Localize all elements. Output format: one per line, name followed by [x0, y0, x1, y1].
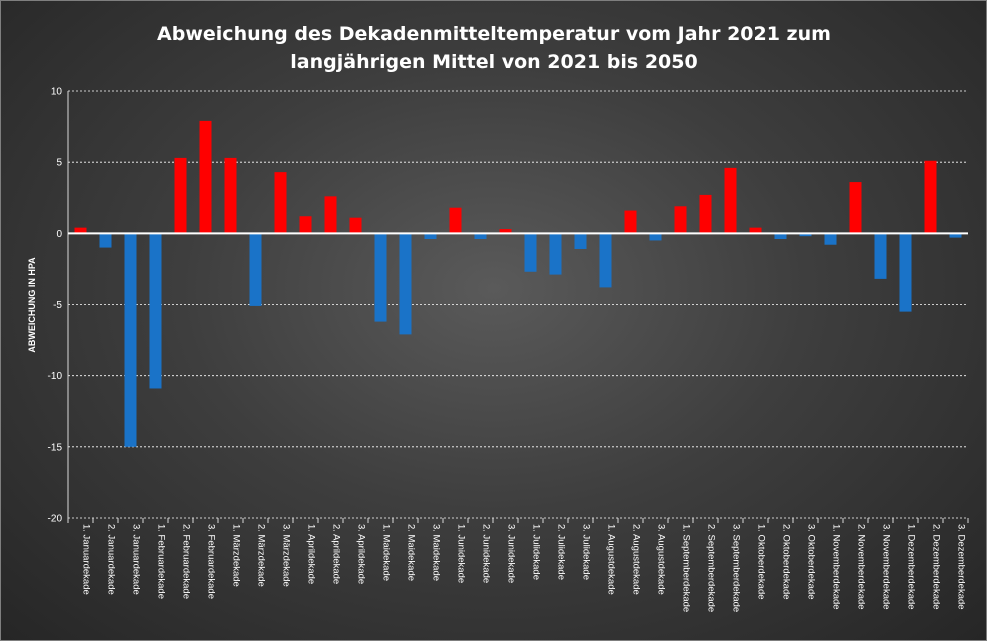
- bar-25: [674, 206, 687, 234]
- x-tick-label: 1. Märzdekade: [231, 524, 242, 587]
- x-tick-label: 1. Septemberdekade: [681, 524, 692, 612]
- x-tick-label: 1. Julidekade: [531, 524, 542, 580]
- y-tick-label: 10: [51, 87, 63, 98]
- x-tick-label: 3. Maidekade: [431, 524, 442, 581]
- bar-9: [274, 172, 287, 234]
- bar-10: [299, 216, 312, 234]
- bar-26: [699, 194, 712, 234]
- x-tick-label: 3. Aprildekade: [356, 524, 367, 584]
- x-tick-label: 2. Dezemberdekade: [931, 524, 942, 610]
- x-tick-label: 1. Maidekade: [381, 524, 392, 581]
- x-tick-label: 2. Aprildekade: [331, 524, 342, 584]
- y-tick-labels: 10 5 0 -5 -10 -15 -20: [48, 87, 63, 525]
- y-tick-label: -10: [48, 371, 63, 382]
- bar-11: [324, 196, 337, 234]
- x-tick-label: 2. Oktoberdekade: [781, 524, 792, 600]
- bar-2: [99, 233, 112, 248]
- bar-17: [474, 233, 487, 240]
- y-tick-label: -20: [48, 514, 63, 525]
- bar-30: [799, 233, 812, 237]
- x-tick-label: 2. Julidekade: [556, 524, 567, 580]
- x-tick-label: 2. Novemberdekade: [856, 524, 867, 610]
- x-tick-label: 1. Dezemberdekade: [906, 524, 917, 610]
- bar-13: [374, 233, 387, 322]
- bar-6: [199, 120, 212, 234]
- x-tick-label: 1. Januardekade: [81, 524, 92, 595]
- x-tick-label: 2. Augustdekade: [631, 524, 642, 595]
- y-tick-label: 0: [56, 229, 62, 240]
- y-tick-label: -5: [53, 300, 62, 311]
- bar-12: [349, 217, 362, 234]
- x-tick-label: 3. Januardekade: [131, 524, 142, 595]
- y-tick-label: -15: [48, 442, 63, 453]
- x-tick-label: 1. Junidekade: [456, 524, 467, 583]
- x-tick-label: 2. Maidekade: [406, 524, 417, 581]
- x-tick-label: 3. Februardekade: [206, 524, 217, 599]
- bar-33: [874, 233, 887, 279]
- bar-36: [949, 233, 962, 238]
- bar-28: [749, 227, 762, 234]
- x-tick-label: 2. Septemberdekade: [706, 524, 717, 612]
- x-tick-label: 3. Augustdekade: [656, 524, 667, 595]
- bar-31: [824, 233, 837, 245]
- axes: [67, 91, 969, 523]
- bars: [74, 120, 962, 447]
- x-tick-label: 1. Augustdekade: [606, 524, 617, 595]
- x-tick-label: 1. Aprildekade: [306, 524, 317, 584]
- x-tick-label: 2. Märzdekade: [256, 524, 267, 587]
- bar-21: [574, 233, 587, 249]
- bar-20: [549, 233, 562, 275]
- y-axis-title: ABWEICHUNG IN HPA: [27, 257, 37, 353]
- x-tick-label: 1. Februardekade: [156, 524, 167, 599]
- x-tick-label: 3. Junidekade: [506, 524, 517, 583]
- bar-5: [174, 157, 187, 234]
- x-tick-label: 3. Märzdekade: [281, 524, 292, 587]
- bar-35: [924, 160, 937, 234]
- y-tick-label: 5: [56, 158, 62, 169]
- bar-22: [599, 233, 612, 288]
- bar-7: [224, 157, 237, 234]
- bar-16: [449, 207, 462, 234]
- x-tick-label: 2. Junidekade: [481, 524, 492, 583]
- bar-27: [724, 167, 737, 234]
- bar-3: [124, 233, 137, 447]
- bar-14: [399, 233, 412, 335]
- x-tick-label: 3. Oktoberdekade: [806, 524, 817, 600]
- x-tick-label: 3. Julidekade: [581, 524, 592, 580]
- bar-15: [424, 233, 437, 240]
- x-tick-label: 2. Januardekade: [106, 524, 117, 595]
- x-tick-labels: 1. Januardekade 2. Januardekade 3. Januard…: [81, 524, 967, 612]
- x-tick-label: 1. Oktoberdekade: [756, 524, 767, 600]
- bar-29: [774, 233, 787, 240]
- x-tick-label: 1. Novemberdekade: [831, 524, 842, 610]
- x-tick-label: 3. Dezemberdekade: [956, 524, 967, 610]
- bar-18: [499, 229, 512, 234]
- chart-title-line-1: Abweichung des Dekadenmitteltemperatur v…: [157, 23, 831, 45]
- bar-1: [74, 227, 87, 234]
- x-tick-label: 3. Novemberdekade: [881, 524, 892, 610]
- bar-34: [899, 233, 912, 312]
- bar-8: [249, 233, 262, 306]
- x-tick-label: 2. Februardekade: [181, 524, 192, 599]
- bar-24: [649, 233, 662, 241]
- bar-19: [524, 233, 537, 272]
- bar-32: [849, 182, 862, 234]
- x-tick-label: 3. Septemberdekade: [731, 524, 742, 612]
- chart-title-line-2: langjährigen Mittel von 2021 bis 2050: [290, 51, 697, 73]
- bar-4: [149, 233, 162, 389]
- bar-23: [624, 210, 637, 234]
